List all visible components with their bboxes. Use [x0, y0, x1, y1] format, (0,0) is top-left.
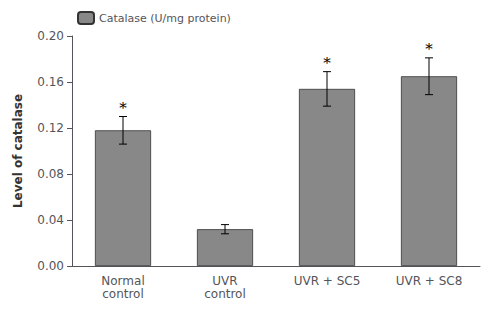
svg-text:Normal: Normal: [101, 274, 144, 288]
svg-text:0.00: 0.00: [37, 259, 64, 273]
svg-text:UVR + SC5: UVR + SC5: [294, 274, 361, 288]
svg-text:0.12: 0.12: [37, 121, 64, 135]
svg-text:control: control: [204, 287, 246, 301]
svg-text:control: control: [102, 287, 144, 301]
svg-text:0.20: 0.20: [37, 29, 64, 43]
svg-text:*: *: [119, 99, 127, 117]
svg-text:0.08: 0.08: [37, 167, 64, 181]
svg-text:0.04: 0.04: [37, 213, 64, 227]
svg-text:0.16: 0.16: [37, 75, 64, 89]
svg-text:*: *: [425, 40, 433, 58]
svg-text:UVR: UVR: [212, 274, 237, 288]
svg-text:*: *: [323, 54, 331, 72]
svg-text:Level of catalase: Level of catalase: [11, 94, 25, 208]
svg-text:UVR + SC8: UVR + SC8: [396, 274, 463, 288]
svg-text:Catalase (U/mg protein): Catalase (U/mg protein): [99, 12, 231, 25]
